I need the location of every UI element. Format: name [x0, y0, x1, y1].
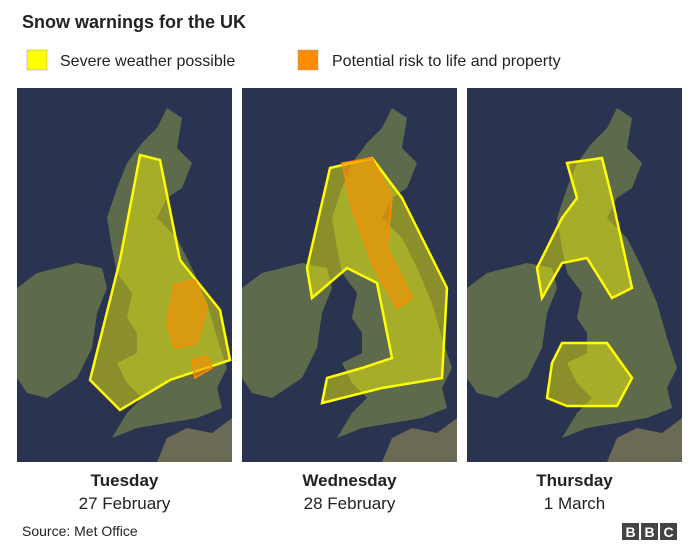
- panel-day: Thursday: [536, 471, 613, 490]
- panel-day: Tuesday: [91, 471, 159, 490]
- panel-date: 27 February: [79, 494, 171, 513]
- source: Source: Met Office: [22, 523, 138, 539]
- logo-block: [641, 523, 658, 540]
- panel-date: 1 March: [544, 494, 605, 513]
- legend-label: Severe weather possible: [60, 53, 235, 70]
- panel-date: 28 February: [304, 494, 396, 513]
- warning-area: [191, 355, 213, 380]
- logo-letter: B: [644, 524, 654, 540]
- panel-day: Wednesday: [302, 471, 397, 490]
- map-panel: [242, 88, 457, 462]
- warning-area: [166, 279, 208, 349]
- map-panel: [467, 88, 682, 462]
- legend-swatch: [297, 49, 319, 71]
- title: Snow warnings for the UK: [22, 12, 246, 32]
- legend-swatch: [26, 49, 48, 71]
- logo-block: [660, 523, 677, 540]
- logo: B B C: [622, 523, 677, 540]
- warning-area: [341, 157, 413, 310]
- logo-letter: B: [625, 524, 635, 540]
- logo-letter: C: [663, 524, 673, 540]
- warning-area: [305, 156, 449, 405]
- warning-area: [535, 156, 634, 302]
- map-panel: [17, 88, 232, 462]
- legend-label: Potential risk to life and property: [332, 53, 561, 70]
- warning-area: [545, 341, 634, 408]
- logo-block: [622, 523, 639, 540]
